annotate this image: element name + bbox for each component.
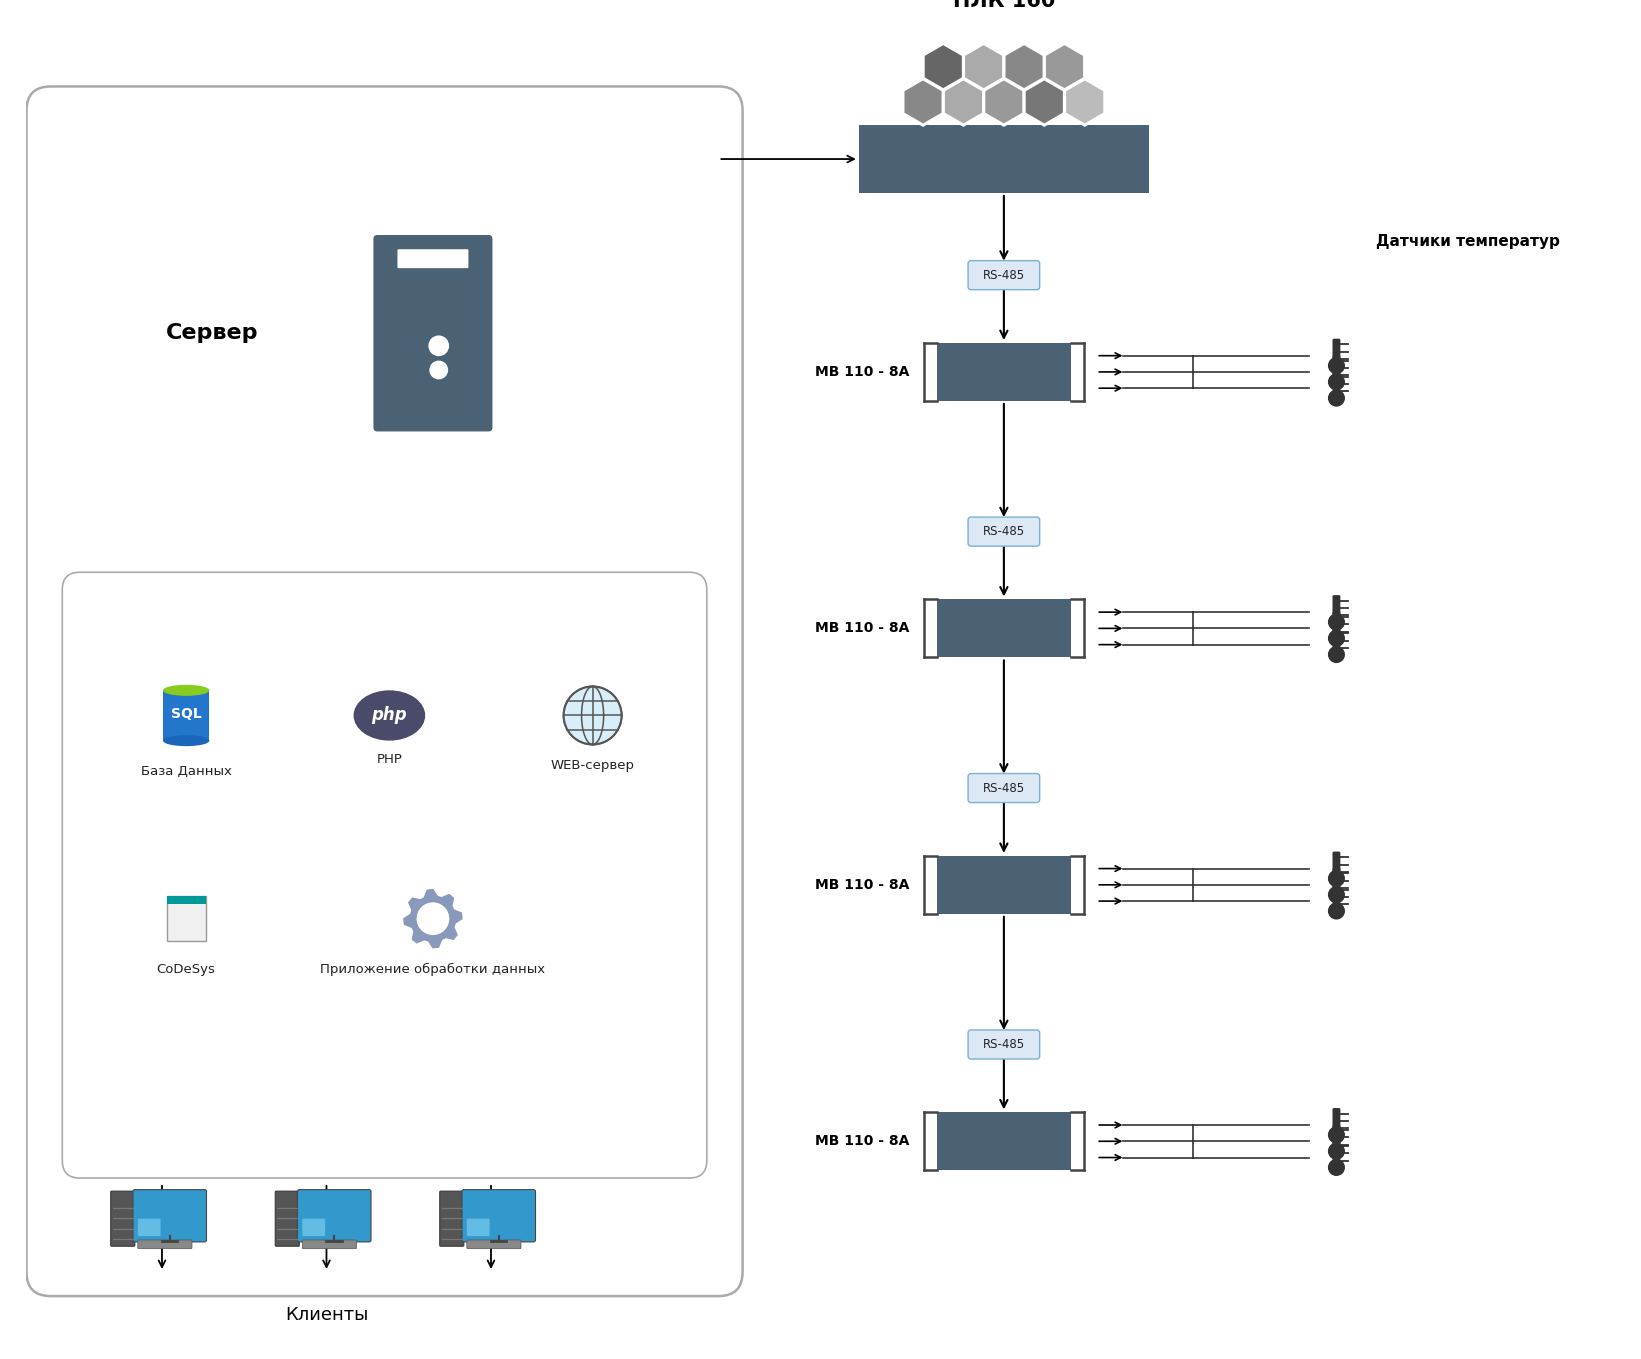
FancyBboxPatch shape	[937, 342, 1072, 401]
FancyBboxPatch shape	[167, 897, 205, 904]
Text: МВ 110 - 8А: МВ 110 - 8А	[816, 878, 909, 892]
Text: Приложение обработки данных: Приложение обработки данных	[320, 962, 545, 976]
FancyBboxPatch shape	[968, 516, 1040, 546]
Circle shape	[1329, 887, 1344, 902]
Text: SQL: SQL	[171, 707, 202, 720]
FancyBboxPatch shape	[968, 773, 1040, 803]
FancyBboxPatch shape	[1332, 371, 1341, 393]
Circle shape	[1329, 390, 1344, 406]
FancyBboxPatch shape	[1332, 612, 1341, 633]
FancyBboxPatch shape	[397, 249, 468, 268]
FancyBboxPatch shape	[1332, 1108, 1341, 1129]
FancyBboxPatch shape	[1332, 1140, 1341, 1162]
Ellipse shape	[162, 735, 210, 746]
Circle shape	[1329, 357, 1344, 374]
Ellipse shape	[162, 685, 210, 696]
FancyBboxPatch shape	[276, 1190, 299, 1246]
Text: CoDeSys: CoDeSys	[158, 962, 215, 976]
Text: RS-485: RS-485	[983, 1038, 1026, 1051]
Text: База Данных: База Данных	[141, 765, 231, 779]
FancyBboxPatch shape	[858, 125, 1149, 193]
Circle shape	[1329, 871, 1344, 886]
FancyBboxPatch shape	[440, 1190, 464, 1246]
FancyBboxPatch shape	[297, 1189, 371, 1242]
Circle shape	[1329, 1143, 1344, 1159]
Text: WEB-сервер: WEB-сервер	[551, 760, 635, 772]
Text: МВ 110 - 8А: МВ 110 - 8А	[816, 621, 909, 636]
FancyBboxPatch shape	[1332, 628, 1341, 650]
FancyBboxPatch shape	[463, 1189, 535, 1242]
FancyBboxPatch shape	[1332, 868, 1341, 890]
FancyBboxPatch shape	[162, 690, 210, 741]
Polygon shape	[404, 890, 463, 947]
FancyBboxPatch shape	[1332, 852, 1341, 874]
Ellipse shape	[353, 690, 425, 741]
Circle shape	[1329, 1159, 1344, 1176]
FancyBboxPatch shape	[302, 1239, 356, 1249]
FancyBboxPatch shape	[62, 572, 707, 1178]
FancyBboxPatch shape	[1332, 885, 1341, 906]
Text: ПЛК 160: ПЛК 160	[953, 0, 1055, 11]
Circle shape	[1329, 1127, 1344, 1143]
Text: Клиенты: Клиенты	[286, 1306, 368, 1325]
Circle shape	[428, 336, 448, 356]
FancyBboxPatch shape	[138, 1219, 161, 1237]
FancyBboxPatch shape	[138, 1239, 192, 1249]
Text: Датчики температур: Датчики температур	[1377, 234, 1561, 249]
Text: RS-485: RS-485	[983, 269, 1026, 281]
Text: php: php	[371, 705, 407, 723]
FancyBboxPatch shape	[1332, 355, 1341, 376]
Circle shape	[1329, 631, 1344, 646]
FancyBboxPatch shape	[1332, 1124, 1341, 1146]
Text: МВ 110 - 8А: МВ 110 - 8А	[816, 1135, 909, 1148]
Text: RS-485: RS-485	[983, 525, 1026, 538]
FancyBboxPatch shape	[374, 235, 492, 431]
Circle shape	[1329, 647, 1344, 662]
FancyBboxPatch shape	[937, 599, 1072, 658]
Circle shape	[1329, 374, 1344, 390]
FancyBboxPatch shape	[133, 1189, 207, 1242]
FancyBboxPatch shape	[937, 856, 1072, 913]
FancyBboxPatch shape	[466, 1239, 520, 1249]
Text: Сервер: Сервер	[166, 323, 259, 344]
FancyBboxPatch shape	[1332, 338, 1341, 360]
Circle shape	[563, 686, 622, 745]
Text: МВ 110 - 8А: МВ 110 - 8А	[816, 366, 909, 379]
FancyBboxPatch shape	[937, 1112, 1072, 1170]
FancyBboxPatch shape	[302, 1219, 325, 1237]
FancyBboxPatch shape	[167, 897, 205, 940]
Circle shape	[430, 361, 448, 379]
FancyBboxPatch shape	[26, 87, 743, 1296]
Text: PHP: PHP	[376, 753, 402, 765]
FancyBboxPatch shape	[968, 1030, 1040, 1059]
Circle shape	[415, 901, 450, 936]
FancyBboxPatch shape	[968, 261, 1040, 289]
FancyBboxPatch shape	[466, 1219, 489, 1237]
Circle shape	[1329, 904, 1344, 919]
FancyBboxPatch shape	[110, 1190, 135, 1246]
Circle shape	[1329, 614, 1344, 629]
Text: RS-485: RS-485	[983, 781, 1026, 795]
FancyBboxPatch shape	[1332, 595, 1341, 617]
